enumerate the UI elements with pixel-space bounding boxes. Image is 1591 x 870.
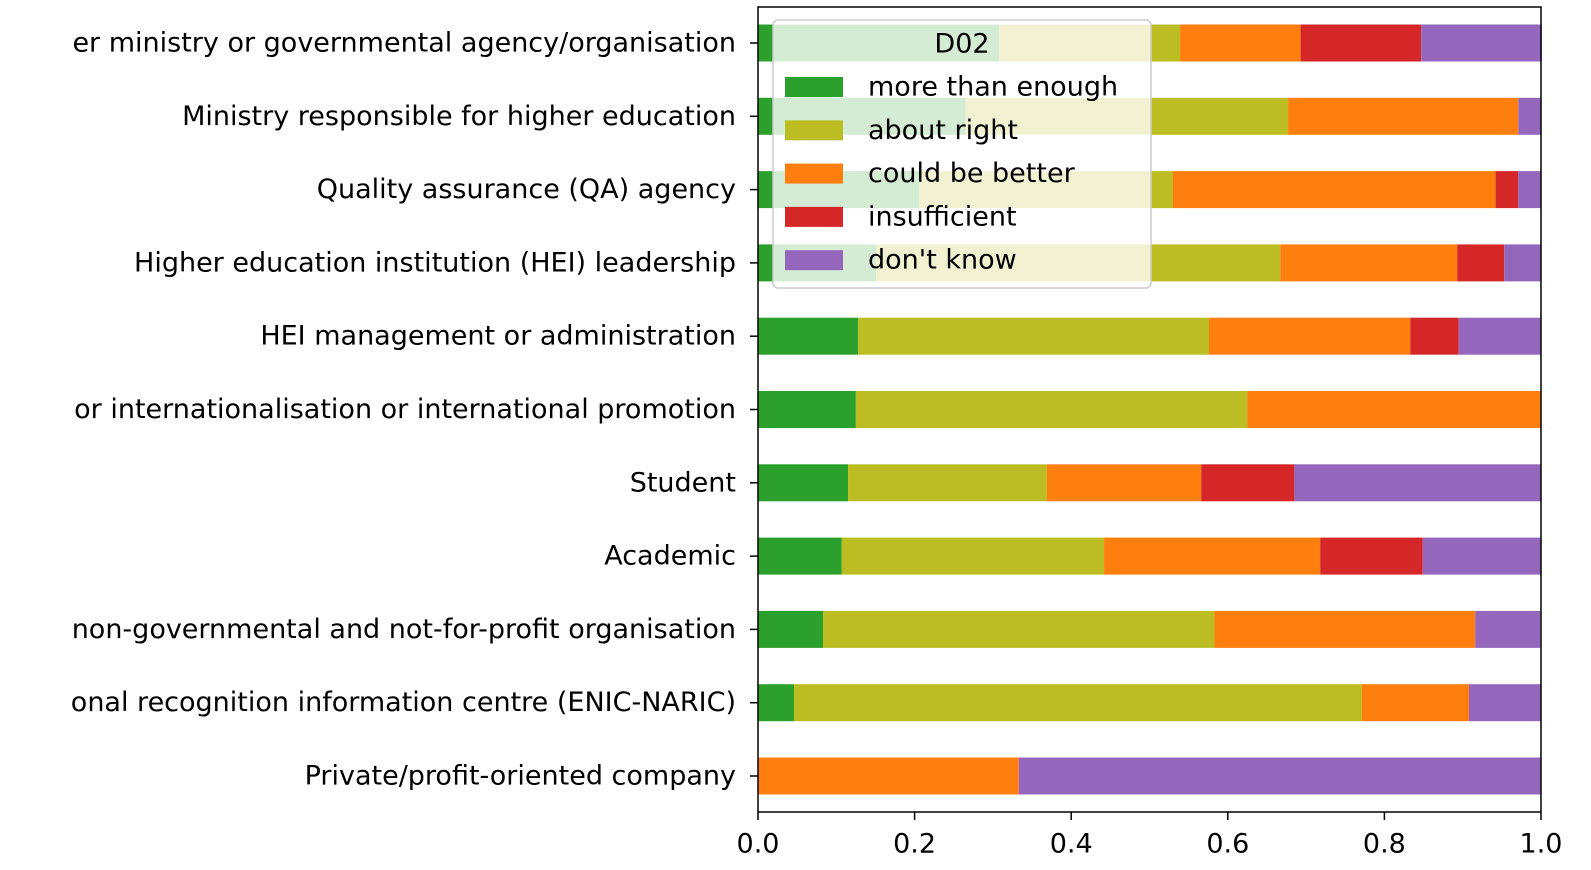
y-tick-label: Higher education institution (HEI) leade… xyxy=(134,247,736,278)
bar-segment xyxy=(758,391,856,428)
bar-segment xyxy=(1518,171,1541,209)
y-tick-label: Private/profit-oriented company xyxy=(305,761,736,792)
y-tick-label: er ministry or governmental agency/organ… xyxy=(72,28,736,59)
legend-label: could be better xyxy=(868,158,1076,189)
legend-box xyxy=(772,19,1152,289)
legend-swatch xyxy=(785,250,843,271)
bar-segment xyxy=(855,391,1248,428)
bar-segment xyxy=(841,537,1105,575)
x-tick-label: 0.8 xyxy=(1363,829,1406,860)
legend-swatch xyxy=(785,120,843,141)
y-tick-label: onal recognition information centre (ENI… xyxy=(71,687,736,718)
bar-segment xyxy=(1214,610,1476,648)
bar-segment xyxy=(1300,24,1422,62)
y-tick-label: HEI management or administration xyxy=(260,321,736,352)
legend-swatch xyxy=(785,163,843,184)
bar-segment xyxy=(1018,757,1541,795)
bar-segment xyxy=(1410,317,1459,355)
bar-segment xyxy=(758,317,859,355)
x-tick-label: 0.4 xyxy=(1050,829,1093,860)
bar-segment xyxy=(1209,317,1411,355)
bar-segment xyxy=(1172,171,1496,209)
y-tick-label: Academic xyxy=(604,541,736,572)
y-tick-label: Ministry responsible for higher educatio… xyxy=(182,101,736,132)
bar-segment xyxy=(1457,244,1505,282)
bar-segment xyxy=(1288,97,1519,135)
bar-segment xyxy=(1046,464,1202,502)
bar-segment xyxy=(1504,244,1541,282)
bar-segment xyxy=(758,684,795,722)
bar-segment xyxy=(1294,464,1541,502)
bar-segment xyxy=(1280,244,1458,282)
bar-segment xyxy=(1104,537,1321,575)
bar-segment xyxy=(758,610,823,648)
bar-segment xyxy=(1475,610,1541,648)
bar-segment xyxy=(1458,317,1541,355)
bar-segment xyxy=(1201,464,1295,502)
bar-segment xyxy=(1320,537,1423,575)
bar-segment xyxy=(758,537,842,575)
legend-label: about right xyxy=(868,115,1018,146)
legend-swatch xyxy=(785,77,843,97)
legend: D02 more than enough about right could be b… xyxy=(772,19,1152,289)
bar-segment xyxy=(1247,391,1541,428)
y-tick-label: non-governmental and not-for-profit orga… xyxy=(72,614,736,645)
legend-label: don't know xyxy=(868,245,1017,276)
bar-segment xyxy=(1422,537,1541,575)
bar-segment xyxy=(848,464,1047,502)
axes-frame xyxy=(757,6,1542,813)
x-tick-label: 0.0 xyxy=(737,829,780,860)
bar-segment xyxy=(758,464,849,502)
legend-label: more than enough xyxy=(868,72,1118,103)
x-tick-label: 1.0 xyxy=(1520,829,1563,860)
x-tick-label: 0.6 xyxy=(1206,829,1249,860)
bar-segment xyxy=(1518,97,1541,135)
bar-segment xyxy=(794,684,1362,722)
y-tick-label: or internationalisation or international… xyxy=(74,394,736,425)
bar-segment xyxy=(1421,24,1542,62)
y-tick-label: Quality assurance (QA) agency xyxy=(317,174,736,205)
y-tick-label: Student xyxy=(630,467,736,498)
bar-segment xyxy=(858,317,1210,355)
bar-segment xyxy=(758,757,1019,795)
legend-swatch xyxy=(785,206,843,227)
bar-segment xyxy=(1361,684,1469,722)
bar-segment xyxy=(1468,684,1541,722)
bar-segment xyxy=(822,610,1215,648)
x-tick-label: 0.2 xyxy=(893,829,936,860)
legend-title: D02 xyxy=(934,29,989,60)
bar-segment xyxy=(1495,171,1519,209)
legend-label: insufficient xyxy=(868,201,1017,232)
bar-segment xyxy=(1180,24,1301,62)
